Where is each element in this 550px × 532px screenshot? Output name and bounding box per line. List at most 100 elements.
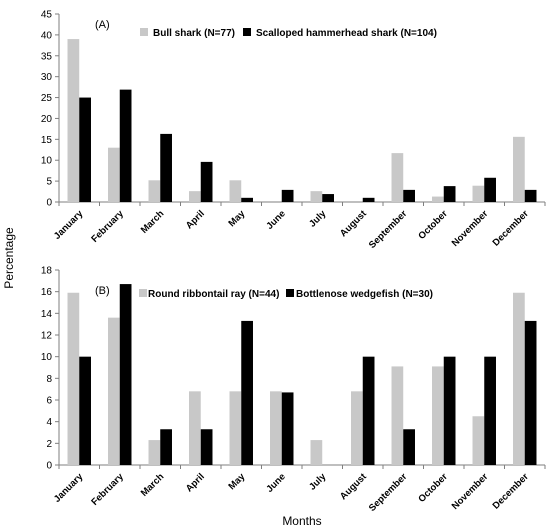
bar-b-series2	[160, 429, 172, 465]
bar-b-series2	[119, 284, 132, 465]
bar-a-series1	[148, 180, 161, 202]
y-tick-label: 16	[41, 287, 53, 298]
panel-label: (B)	[95, 285, 110, 297]
bar-b-series2	[484, 356, 496, 465]
legend-swatch	[286, 289, 294, 297]
bar-a-series2	[443, 186, 456, 202]
bar-b-series2	[362, 356, 375, 465]
bar-a-series2	[79, 97, 91, 202]
x-tick-label: January	[52, 471, 86, 505]
x-tick-label: April	[184, 208, 207, 231]
bar-b-series2	[281, 392, 294, 465]
x-tick-label: August	[338, 471, 370, 503]
bar-a-series1	[229, 180, 242, 202]
legend-swatch	[140, 28, 148, 36]
bar-a-series2	[160, 133, 172, 202]
y-tick-label: 18	[41, 266, 53, 277]
y-tick-label: 6	[46, 396, 52, 407]
x-tick-label: July	[307, 471, 329, 493]
bar-b-series2	[79, 356, 91, 465]
bar-a-series2	[524, 189, 537, 202]
bar-a-series1	[189, 191, 201, 202]
bar-a-series2	[200, 161, 213, 202]
bar-a-series2	[322, 194, 334, 202]
x-tick-label: May	[227, 471, 248, 492]
bar-a-series2	[241, 197, 253, 202]
x-tick-label: June	[264, 471, 287, 494]
y-tick-label: 20	[41, 114, 53, 125]
bar-a-series1	[513, 136, 525, 202]
y-tick-label: 8	[46, 374, 52, 385]
y-tick-label: 5	[46, 177, 52, 188]
x-tick-label: September	[367, 208, 410, 251]
bar-b-series1	[432, 366, 444, 465]
bar-b-series1	[270, 391, 282, 465]
bar-a-series2	[362, 197, 375, 202]
y-tick-label: 0	[46, 198, 52, 209]
bar-b-series1	[229, 391, 242, 465]
legend-swatch	[243, 28, 251, 36]
x-tick-label: October	[416, 471, 450, 505]
bar-a-series1	[391, 153, 404, 202]
x-tick-label: November	[450, 471, 491, 512]
legend-label: Scalloped hammerhead shark (N=104)	[256, 28, 437, 39]
x-tick-label: February	[89, 471, 126, 508]
bar-a-series1	[108, 147, 120, 202]
y-tick-label: 15	[41, 135, 53, 146]
bar-a-series1	[67, 39, 80, 202]
bar-a-series2	[484, 177, 496, 202]
chart-panel-a: 0 5 10 15 20 25 30 35 40 45 January February March Ap…	[41, 10, 546, 251]
bar-b-series2	[524, 320, 537, 465]
bar-b-series2	[200, 429, 213, 465]
y-axis-label: Percentage	[2, 227, 16, 289]
bar-a-series2	[281, 189, 294, 202]
y-tick-label: 10	[41, 156, 53, 167]
x-tick-label: March	[139, 208, 167, 236]
bar-b-series2	[403, 429, 415, 465]
y-tick-label: 4	[46, 417, 52, 428]
bar-a-series2	[119, 89, 132, 202]
bar-b-series1	[108, 317, 120, 465]
bar-b-series1	[189, 391, 201, 465]
bar-a-series2	[403, 189, 415, 202]
x-tick-label: January	[52, 208, 86, 242]
x-tick-label: October	[416, 208, 450, 242]
x-tick-label: June	[264, 208, 287, 231]
panel-label: (A)	[95, 19, 110, 31]
x-tick-label: November	[450, 208, 491, 249]
x-tick-label: April	[184, 471, 207, 494]
bar-b-series1	[391, 366, 404, 465]
x-tick-label: December	[491, 471, 531, 511]
bar-a-series1	[472, 185, 485, 202]
y-tick-label: 2	[46, 439, 52, 450]
y-tick-label: 10	[41, 352, 53, 363]
y-tick-label: 12	[41, 331, 53, 342]
bar-b-series1	[351, 391, 363, 465]
y-tick-label: 14	[41, 309, 53, 320]
bar-b-series2	[241, 320, 253, 465]
legend-label: Bull shark (N=77)	[153, 28, 235, 39]
x-tick-label: May	[227, 208, 248, 229]
bar-b-series1	[310, 440, 323, 465]
chart-panel-b: 0 2 4 6 8 10 12 14 16 18 January February March April…	[41, 266, 546, 514]
bar-a-series1	[310, 191, 323, 202]
bar-b-series1	[67, 292, 80, 465]
x-tick-label: February	[89, 208, 126, 245]
x-tick-label: August	[338, 208, 370, 240]
x-axis-label: Months	[282, 514, 321, 528]
legend-label: Bottlenose wedgefish (N=30)	[296, 289, 433, 300]
x-tick-label: September	[367, 471, 410, 514]
y-tick-label: 0	[46, 461, 52, 472]
bar-a-series1	[432, 196, 444, 202]
x-tick-label: July	[307, 208, 329, 230]
y-tick-label: 35	[41, 51, 53, 62]
y-tick-label: 40	[41, 30, 53, 41]
x-tick-label: December	[491, 208, 531, 248]
bar-b-series1	[513, 292, 525, 465]
x-tick-label: March	[139, 471, 167, 499]
bar-b-series1	[148, 440, 161, 465]
y-tick-label: 45	[41, 10, 53, 21]
bar-b-series2	[443, 356, 456, 465]
y-tick-label: 25	[41, 93, 53, 104]
